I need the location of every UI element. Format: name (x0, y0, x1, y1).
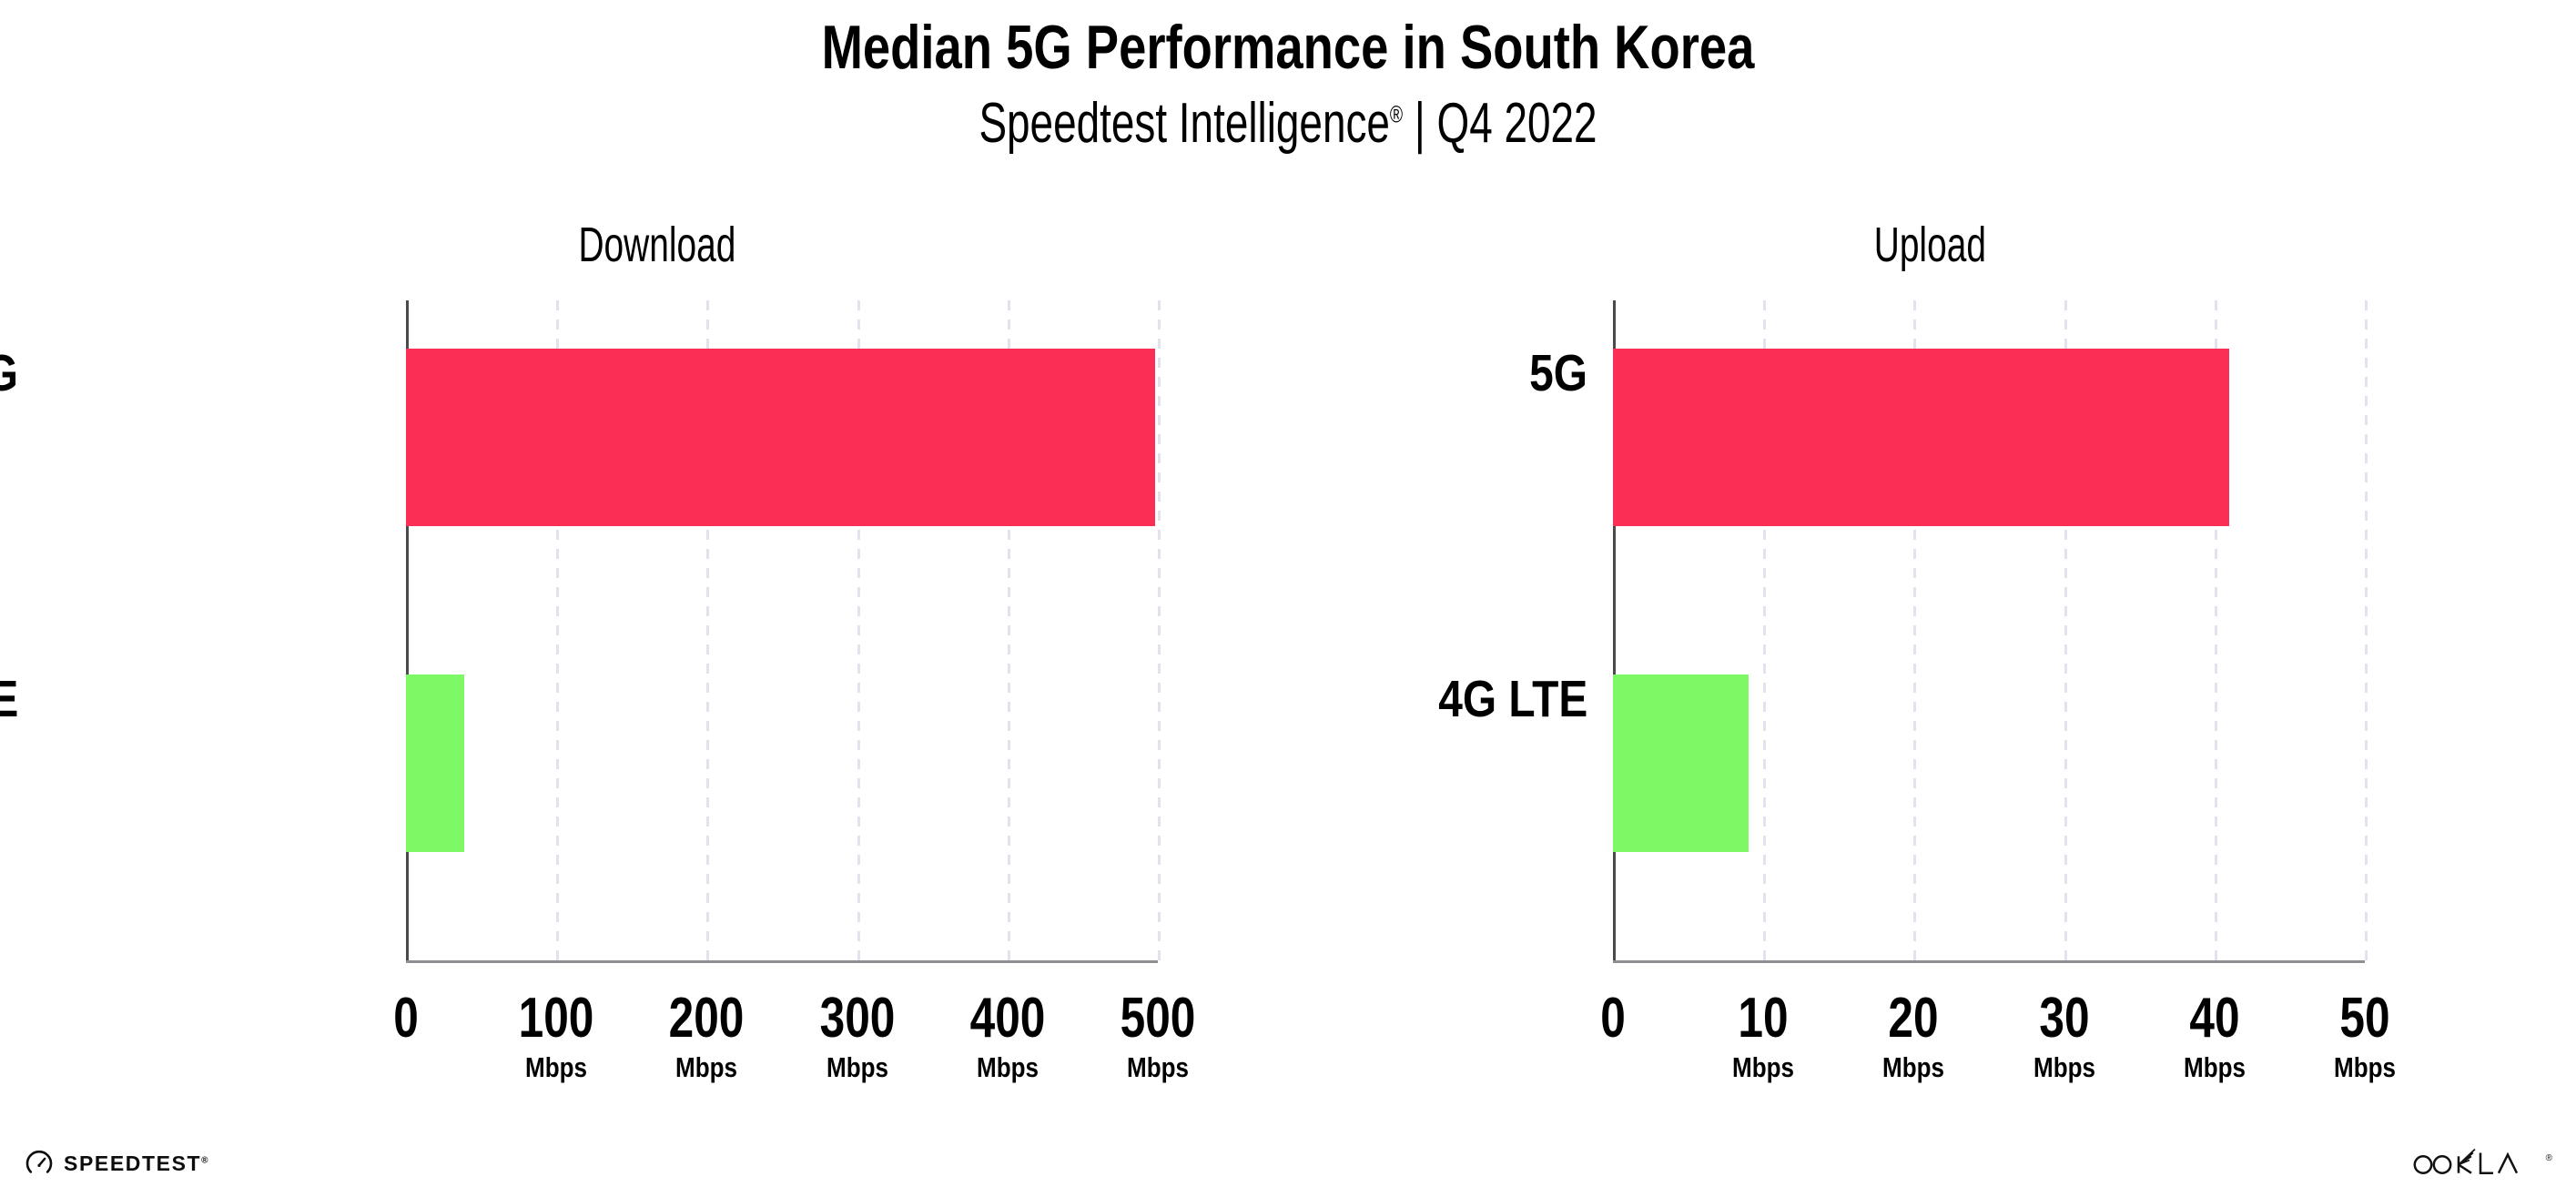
gridline (706, 300, 710, 963)
x-axis-download (406, 960, 1158, 963)
plot-area-download (406, 300, 1161, 963)
x-tick-20: 20 Mbps (1877, 989, 1951, 1087)
chart-panel-download: Download 5G 4G LTE 0100Mbps200Mbps300Mbp… (0, 218, 1204, 1087)
x-tick-value: 300 (819, 987, 895, 1050)
gridline (2365, 300, 2368, 963)
x-tick-value: 100 (518, 987, 594, 1050)
panel-title-download: Download (578, 218, 736, 272)
x-tick-value: 50 (2339, 987, 2390, 1050)
bar-5g (406, 349, 1155, 526)
gridline (1913, 300, 1917, 963)
gridline (2064, 300, 2067, 963)
bar-4g-lte (1613, 675, 1749, 852)
x-tick-100: 100 Mbps (509, 989, 603, 1087)
ookla-logo: ® (2408, 1148, 2552, 1179)
x-tick-value: 500 (1120, 987, 1196, 1050)
x-tick-300: 300 Mbps (810, 989, 904, 1087)
ookla-trademark-icon: ® (2545, 1153, 2552, 1163)
x-tick-unit: Mbps (1882, 1051, 1945, 1083)
gridline (2214, 300, 2217, 963)
y-axis-upload (1613, 300, 1616, 963)
plot-area-upload (1613, 300, 2368, 963)
category-label-4glte-download: 4G LTE (0, 672, 18, 726)
x-tick-unit: Mbps (1732, 1051, 1795, 1083)
speedometer-gauge-icon (25, 1150, 53, 1173)
x-tick-50: 50 Mbps (2328, 989, 2402, 1087)
x-tick-500: 500 Mbps (1111, 989, 1204, 1087)
registered-trademark-icon: ® (1389, 100, 1404, 128)
x-tick-400: 400 Mbps (960, 989, 1054, 1087)
x-tick-value: 400 (969, 987, 1046, 1050)
x-tick-value: 10 (1738, 987, 1789, 1050)
x-tick-value: 0 (1600, 987, 1626, 1050)
gridline (1763, 300, 1767, 963)
speedtest-wordmark-text: SPEEDTEST (64, 1151, 202, 1175)
x-tick-unit: Mbps (826, 1051, 888, 1083)
speedtest-trademark-icon: ® (201, 1154, 208, 1165)
x-tick-value: 40 (2189, 987, 2240, 1050)
bar-4g-lte (406, 675, 465, 852)
bar-5g (1613, 349, 2230, 526)
ookla-logo-icon (2413, 1148, 2518, 1174)
x-tick-unit: Mbps (525, 1051, 588, 1083)
y-axis-download (406, 300, 409, 963)
chart-panel-upload: Upload 5G 4G LTE 0 10 Mbps 20 Mbps 30 Mbps 40 Mb… (1288, 0, 2576, 1197)
x-tick-unit: Mbps (2183, 1051, 2246, 1083)
x-tick-200: 200 Mbps (660, 989, 754, 1087)
x-tick-value: 200 (669, 987, 745, 1050)
x-tick-value: 30 (2039, 987, 2090, 1050)
x-tick-unit: Mbps (675, 1051, 738, 1083)
subtitle-period: | Q4 2022 (1403, 92, 1597, 155)
page-title: Median 5G Performance in South Korea (821, 13, 1755, 82)
category-label-4glte-upload: 4G LTE (1437, 670, 1587, 728)
gridline (1007, 300, 1010, 963)
x-tick-unit: Mbps (2334, 1051, 2396, 1083)
x-axis-upload (1613, 960, 2365, 963)
x-tick-unit: Mbps (976, 1051, 1039, 1083)
x-tick-0: 0 (390, 989, 421, 1049)
x-tick-10: 10 Mbps (1727, 989, 1800, 1087)
gridline (1158, 300, 1161, 963)
x-tick-value: 20 (1888, 987, 1939, 1050)
gridline (857, 300, 860, 963)
speedtest-logo: SPEEDTEST® (25, 1150, 208, 1177)
category-label-5g-download: 5G (0, 346, 18, 401)
x-tick-value: 0 (393, 987, 419, 1050)
category-label-5g-upload: 5G (1529, 344, 1587, 402)
subtitle-source: Speedtest Intelligence (979, 92, 1390, 155)
x-tick-0: 0 (1597, 989, 1628, 1049)
x-tick-40: 40 Mbps (2177, 989, 2251, 1087)
panel-title-upload: Upload (1873, 218, 1986, 272)
x-tick-unit: Mbps (1126, 1051, 1189, 1083)
page-subtitle: Speedtest Intelligence® | Q4 2022 (335, 91, 2241, 157)
x-tick-30: 30 Mbps (2027, 989, 2101, 1087)
gridline (556, 300, 560, 963)
x-tick-unit: Mbps (2033, 1051, 2095, 1083)
speedtest-wordmark: SPEEDTEST® (64, 1151, 208, 1176)
